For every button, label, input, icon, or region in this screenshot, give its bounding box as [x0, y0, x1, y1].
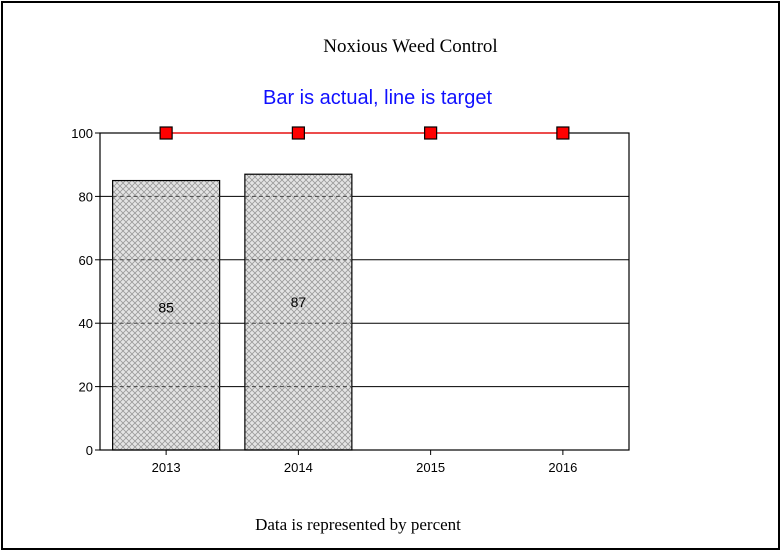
chart-footer: Data is represented by percent — [255, 515, 461, 534]
target-marker — [424, 126, 438, 140]
bar — [112, 179, 221, 451]
bar — [244, 173, 353, 451]
data-label: 87 — [291, 294, 307, 310]
y-tick-label: 60 — [79, 253, 93, 268]
chart-subtitle: Bar is actual, line is target — [263, 87, 492, 109]
y-tick-label: 80 — [79, 189, 93, 204]
y-tick-label: 100 — [71, 126, 93, 141]
x-tick-label: 2014 — [284, 460, 313, 475]
target-marker — [159, 126, 173, 140]
target-marker — [291, 126, 305, 140]
chart-title: Noxious Weed Control — [323, 36, 498, 57]
target-marker — [556, 126, 570, 140]
x-tick-label: 2013 — [152, 460, 181, 475]
x-tick-label: 2016 — [548, 460, 577, 475]
x-tick-label: 2015 — [416, 460, 445, 475]
data-label: 85 — [158, 299, 174, 315]
y-tick-label: 20 — [79, 380, 93, 395]
y-tick-label: 40 — [79, 316, 93, 331]
y-tick-label: 0 — [86, 443, 93, 458]
